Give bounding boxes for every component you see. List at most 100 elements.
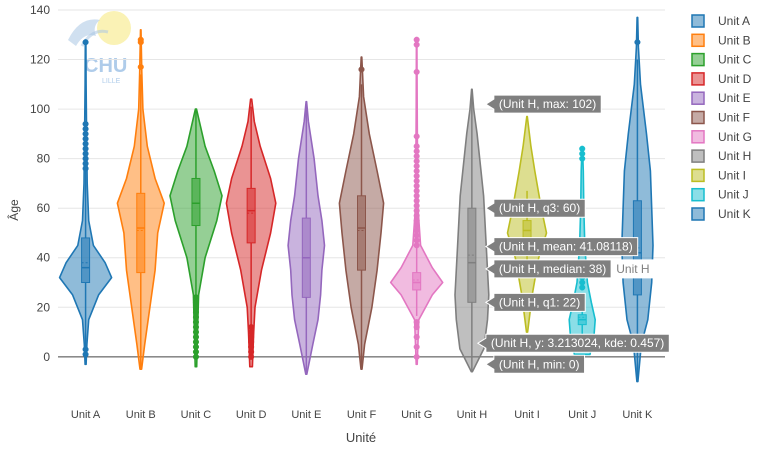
violin-unit-d[interactable] [225,98,277,368]
x-axis-label: Unité [346,430,376,445]
legend-label[interactable]: Unit H [718,149,751,163]
outlier-point[interactable] [82,39,89,46]
legend-item-unit-g[interactable]: Unit G [691,130,752,144]
legend-item-unit-j[interactable]: Unit J [691,187,749,202]
hover-name-box [610,259,656,279]
legend-item-unit-i[interactable]: Unit I [691,168,746,183]
legend-label[interactable]: Unit D [718,72,752,86]
legend-item-unit-c[interactable]: Unit C [691,52,752,67]
legend-label[interactable]: Unit B [718,33,751,47]
violin-unit-a[interactable] [58,39,113,366]
outlier-point[interactable] [248,324,255,331]
legend-label[interactable]: Unit F [718,111,750,125]
outlier-point[interactable] [82,120,89,128]
x-tick-label: Unit I [514,409,540,421]
outlier-point[interactable] [137,36,144,43]
y-tick-label: 140 [30,3,50,17]
outlier-point[interactable] [413,133,420,140]
hover-box [484,292,586,312]
legend-swatch[interactable] [691,110,705,125]
y-tick-label: 80 [37,152,51,166]
outlier-point[interactable] [579,145,586,152]
outlier-point[interactable] [413,333,420,341]
y-tick-label: 60 [37,201,51,215]
x-tick-label: Unit A [71,409,101,421]
outlier-point[interactable] [413,36,420,43]
outlier-point[interactable] [413,68,420,75]
x-tick-label: Unit K [622,409,653,421]
outlier-point[interactable] [82,346,89,353]
legend-item-unit-h[interactable]: Unit H [691,149,751,163]
legend-label[interactable]: Unit K [718,207,751,221]
legend-swatch[interactable] [691,91,705,105]
outlier-point[interactable] [413,343,420,350]
outlier-point[interactable] [413,319,420,326]
legend-swatch[interactable] [691,72,705,86]
legend-item-unit-d[interactable]: Unit D [691,72,752,86]
legend-swatch[interactable] [691,130,705,144]
legend-label[interactable]: Unit C [718,53,752,67]
violin-unit-b[interactable] [116,29,165,370]
legend-swatch[interactable] [691,33,705,48]
y-tick-label: 0 [43,350,50,364]
legend-item-unit-f[interactable]: Unit F [691,110,750,125]
legend-label[interactable]: Unit I [718,168,746,182]
logo-text: CHU [84,55,127,77]
legend-swatch[interactable] [691,14,705,28]
hover-label: (Unit H, y: 3.213024, kde: 0.457) [476,333,670,353]
hover-text: (Unit H, mean: 41.08118) [499,240,633,254]
legend-item-unit-b[interactable]: Unit B [691,33,751,48]
violin-unit-g[interactable] [389,36,444,366]
legend-item-unit-a[interactable]: Unit A [691,14,750,28]
legend-item-unit-e[interactable]: Unit E [691,91,751,105]
outlier-point[interactable] [192,294,200,301]
hover-text: (Unit H, max: 102) [499,97,596,111]
x-tick-label: Unit C [181,409,212,421]
legend-label[interactable]: Unit J [718,188,749,202]
hover-box [484,198,586,218]
legend-swatch[interactable] [691,52,705,67]
legend-swatch[interactable] [691,207,705,221]
outlier-point[interactable] [358,66,365,73]
violin-unit-h[interactable] [454,88,490,373]
legend[interactable]: Unit A Unit B Unit C Unit D Unit E Unit F Unit… [691,14,752,221]
logo-subtext: LILLE [102,78,121,85]
box-iqr [136,192,146,274]
outlier-point[interactable] [413,143,420,150]
violin-unit-e[interactable] [287,100,326,375]
hover-box [484,354,586,374]
legend-swatch[interactable] [691,168,705,183]
hover-text: (Unit H, median: 38) [499,262,606,276]
x-tick-label: Unit H [457,409,488,421]
legend-swatch[interactable] [691,187,705,202]
hover-label: (Unit H, max: 102) [484,94,602,114]
violin-unit-k[interactable] [621,16,654,383]
hover-box [476,333,670,353]
hover-text: (Unit H, min: 0) [499,357,580,371]
hover-labels: (Unit H, max: 102) (Unit H, q3: 60) (Unit … [476,94,670,374]
hover-label: (Unit H, median: 38) [484,259,612,279]
y-tick-label: 120 [30,53,50,67]
outlier-point[interactable] [634,39,641,46]
box-iqr [191,177,201,227]
legend-label[interactable]: Unit A [718,14,750,28]
y-tick-label: 20 [37,300,51,314]
outlier-point[interactable] [413,353,420,360]
x-tick-label: Unit B [126,409,156,421]
y-tick-label: 100 [30,102,50,116]
legend-swatch[interactable] [691,149,705,163]
legend-label[interactable]: Unit G [718,130,752,144]
box-iqr [81,237,91,284]
hover-label: (Unit H, q1: 22) [484,292,586,312]
violin-unit-f[interactable] [338,56,385,370]
hover-box [484,94,602,114]
x-tick-label: Unit D [236,409,267,421]
hover-label: (Unit H, min: 0) [484,354,586,374]
x-tick-label: Unit F [347,409,377,421]
violin-unit-c[interactable] [169,108,223,368]
y-tick-label: 40 [37,251,51,265]
legend-item-unit-k[interactable]: Unit K [691,207,751,221]
legend-label[interactable]: Unit E [718,91,751,105]
outlier-point[interactable] [137,63,144,71]
